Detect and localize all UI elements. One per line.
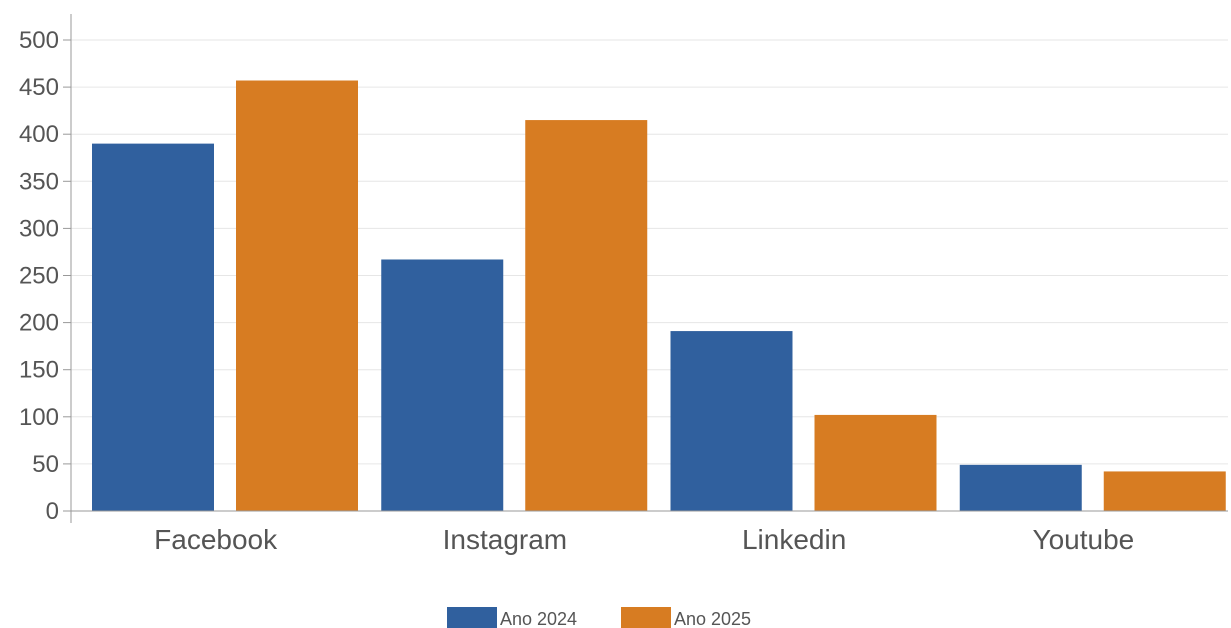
bar-youtube-ano-2025 [1103,471,1226,511]
y-tick-label: 0 [46,498,59,525]
bar-youtube-ano-2024 [959,464,1082,511]
y-tick-label: 450 [19,74,59,101]
x-axis-labels: Facebook Instagram Linkedin Youtube [154,524,1134,555]
bar-facebook-ano-2024 [92,143,214,511]
x-category-label: Youtube [1033,524,1135,555]
y-tick-label: 150 [19,357,59,384]
y-tick-label: 200 [19,310,59,337]
y-axis-ticks: 0 50 100 150 200 250 300 350 400 450 500 [19,27,71,525]
legend-label: Ano 2024 [500,609,577,628]
legend-swatch-ano-2025 [621,607,671,628]
y-tick-label: 400 [19,121,59,148]
bar-instagram-ano-2025 [525,120,648,511]
bar-instagram-ano-2024 [381,259,504,511]
bar-linkedin-ano-2025 [814,414,937,511]
y-tick-label: 50 [32,451,59,478]
legend-label: Ano 2025 [674,609,751,628]
y-tick-label: 250 [19,263,59,290]
y-tick-label: 100 [19,404,59,431]
x-category-label: Facebook [154,524,278,555]
x-category-label: Linkedin [742,524,846,555]
x-category-label: Instagram [443,524,568,555]
bar-facebook-ano-2025 [236,80,358,512]
legend: Ano 2024 Ano 2025 [447,607,751,628]
bars [92,80,1226,512]
bar-linkedin-ano-2024 [670,331,793,511]
y-tick-label: 350 [19,168,59,195]
y-tick-label: 300 [19,215,59,242]
y-tick-label: 500 [19,27,59,54]
legend-swatch-ano-2024 [447,607,497,628]
